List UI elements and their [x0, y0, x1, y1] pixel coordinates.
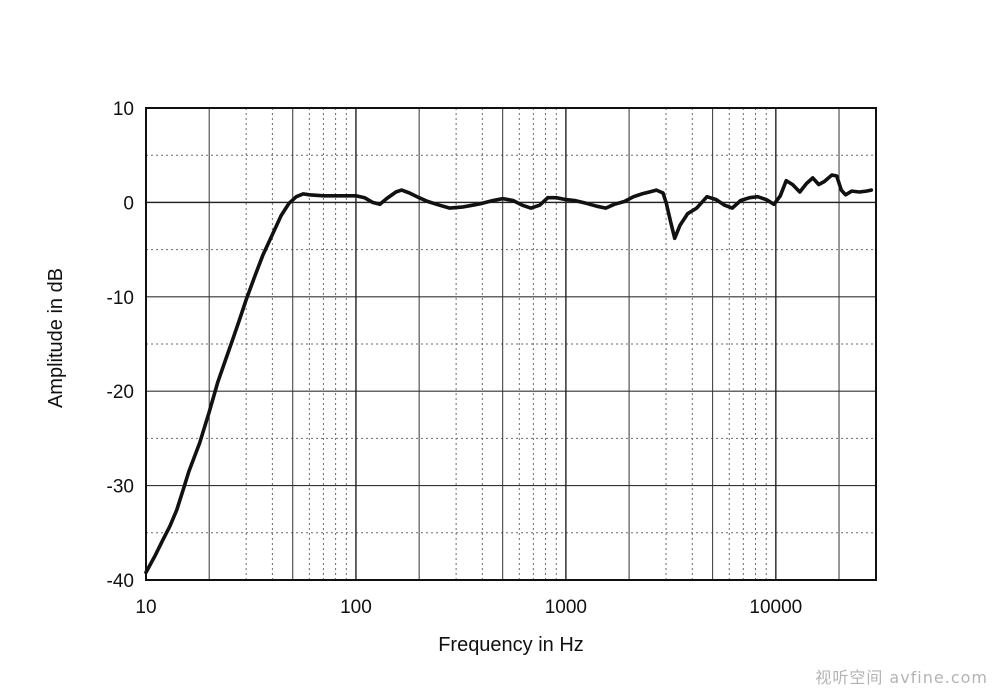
x-tick-labels: 10 100 1000 10000 — [135, 597, 802, 618]
y-tick-label: -10 — [107, 288, 134, 309]
y-tick-labels: 10 0 -10 -20 -30 -40 — [107, 99, 134, 592]
y-tick-label: -40 — [107, 571, 134, 592]
frequency-response-line — [144, 173, 874, 575]
x-tick-label: 100 — [340, 597, 372, 618]
plot-frame — [145, 107, 877, 581]
watermark-text: 视听空间 avfine.com — [815, 668, 988, 687]
y-tick-label: 10 — [113, 99, 134, 120]
y-tick-label: -20 — [107, 382, 134, 403]
y-axis-title: Amplitude in dB — [45, 268, 67, 408]
watermark: 视听空间 avfine.com — [800, 664, 988, 688]
grid — [146, 108, 877, 580]
series-layer — [144, 173, 874, 575]
x-tick-label: 10 — [135, 597, 156, 618]
y-tick-label: 0 — [123, 193, 134, 214]
x-tick-label: 10000 — [749, 597, 802, 618]
x-tick-label: 1000 — [545, 597, 587, 618]
x-axis-title: Frequency in Hz — [438, 634, 584, 656]
y-tick-label: -30 — [107, 477, 134, 498]
